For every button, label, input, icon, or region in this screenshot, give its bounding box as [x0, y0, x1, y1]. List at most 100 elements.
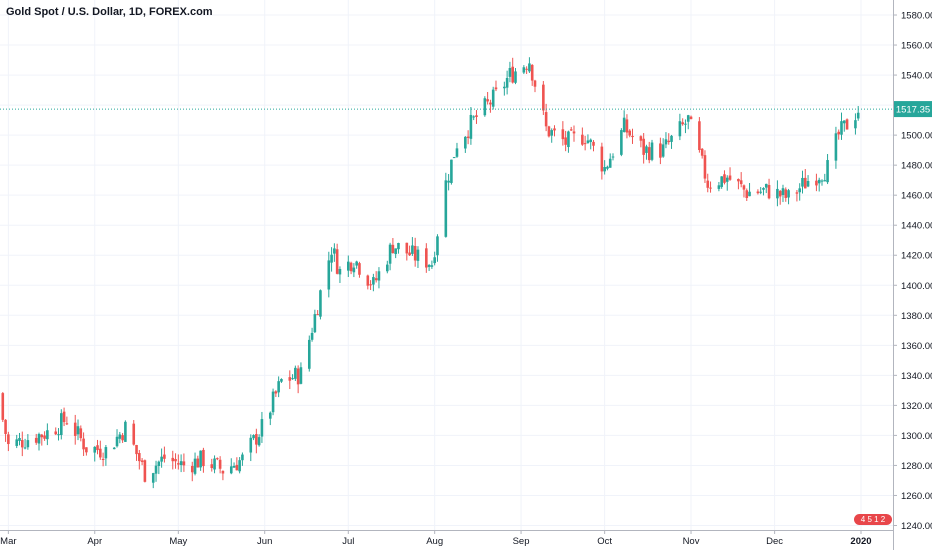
- x-tick-label: Oct: [597, 536, 612, 547]
- candle-body: [806, 181, 810, 187]
- candle-body: [436, 236, 439, 256]
- candles: [1, 57, 860, 489]
- candle-body: [700, 148, 704, 156]
- candle-body: [99, 448, 102, 458]
- candle-body: [447, 180, 450, 183]
- last-price-label: 1517.35: [896, 105, 930, 116]
- candle-body: [608, 158, 612, 168]
- candle-body: [157, 461, 161, 466]
- candle-body: [277, 381, 280, 393]
- candle-body: [603, 167, 606, 172]
- candle-body: [4, 419, 7, 434]
- candle-body: [530, 64, 534, 81]
- candle-body: [160, 456, 163, 462]
- candle-body: [138, 453, 141, 462]
- candle-body: [60, 413, 63, 435]
- candle-body: [561, 129, 565, 140]
- candle-body: [620, 130, 623, 155]
- candle-body: [709, 187, 712, 189]
- candle-body: [742, 185, 746, 190]
- candle-body: [76, 426, 80, 435]
- candle-body: [154, 465, 158, 474]
- candle-body: [798, 188, 801, 193]
- candle-body: [352, 267, 356, 273]
- candle-body: [528, 63, 531, 72]
- y-tick-label: 1260.00: [901, 491, 932, 502]
- candle-body: [18, 438, 21, 441]
- candle-body: [232, 465, 236, 468]
- candle-body: [600, 146, 604, 172]
- candle-body: [628, 130, 632, 136]
- candle-body: [589, 139, 593, 142]
- candle-body: [255, 434, 258, 445]
- candle-body: [37, 433, 41, 444]
- y-tick-label: 1460.00: [901, 191, 932, 202]
- candle-body: [820, 180, 824, 182]
- candle-body: [338, 269, 342, 275]
- candle-body: [664, 139, 668, 145]
- candle-body: [65, 423, 69, 425]
- candle-body: [586, 140, 590, 143]
- candle-body: [96, 445, 99, 451]
- last-price-badge: [894, 101, 932, 118]
- candle-body: [583, 143, 587, 145]
- y-axis: 1580.001560.001540.001520.001500.001480.…: [893, 0, 932, 550]
- candle-body: [177, 463, 180, 465]
- candle-body: [349, 262, 353, 272]
- candle-body: [347, 261, 350, 271]
- candle-body: [294, 367, 297, 379]
- candle-body: [291, 378, 294, 380]
- candle-body: [686, 115, 690, 122]
- candle-body: [581, 134, 584, 145]
- candle-body: [151, 473, 155, 483]
- candle-body: [57, 434, 60, 436]
- candle-body: [681, 122, 684, 125]
- candle-body: [745, 190, 749, 198]
- candle-body: [759, 191, 762, 193]
- candle-body: [210, 464, 214, 469]
- candle-body: [767, 185, 771, 199]
- candle-body: [455, 148, 459, 157]
- candle-body: [20, 440, 24, 448]
- candle-body: [514, 71, 517, 83]
- candle-body: [416, 249, 420, 261]
- x-tick-label: Dec: [766, 536, 783, 547]
- candle-body: [611, 156, 615, 158]
- candle-body: [781, 188, 785, 195]
- candle-body: [542, 84, 545, 111]
- y-tick-label: 1580.00: [901, 11, 932, 22]
- y-tick-label: 1320.00: [901, 401, 932, 412]
- candle-body: [650, 142, 654, 160]
- candle-body: [202, 449, 205, 467]
- candle-body: [43, 435, 46, 439]
- y-tick-label: 1280.00: [901, 461, 932, 472]
- candle-body: [252, 435, 255, 439]
- candle-body: [845, 119, 849, 130]
- candle-body: [511, 66, 514, 83]
- y-tick-label: 1340.00: [901, 371, 932, 382]
- candle-body: [280, 379, 283, 382]
- candle-body: [288, 377, 292, 381]
- candle-body: [553, 128, 556, 131]
- candle-body: [135, 444, 138, 455]
- candle-body: [355, 261, 358, 266]
- candle-body: [132, 423, 136, 445]
- candle-body: [34, 437, 38, 443]
- candle-body: [464, 136, 467, 149]
- x-tick-label: May: [169, 536, 187, 547]
- candle-body: [372, 277, 375, 285]
- candle-body: [550, 130, 554, 136]
- candle-body: [310, 332, 314, 340]
- candle-body: [472, 116, 475, 118]
- candle-body: [625, 119, 629, 133]
- candle-body: [235, 464, 239, 471]
- candle-body: [505, 77, 509, 88]
- candle-body: [817, 179, 821, 184]
- candle-body: [522, 67, 526, 73]
- candle-body: [62, 411, 66, 423]
- candle-body: [764, 183, 768, 188]
- candle-body: [801, 177, 804, 187]
- candle-body: [784, 189, 788, 198]
- candle-body: [193, 458, 197, 474]
- candle-body: [296, 368, 300, 385]
